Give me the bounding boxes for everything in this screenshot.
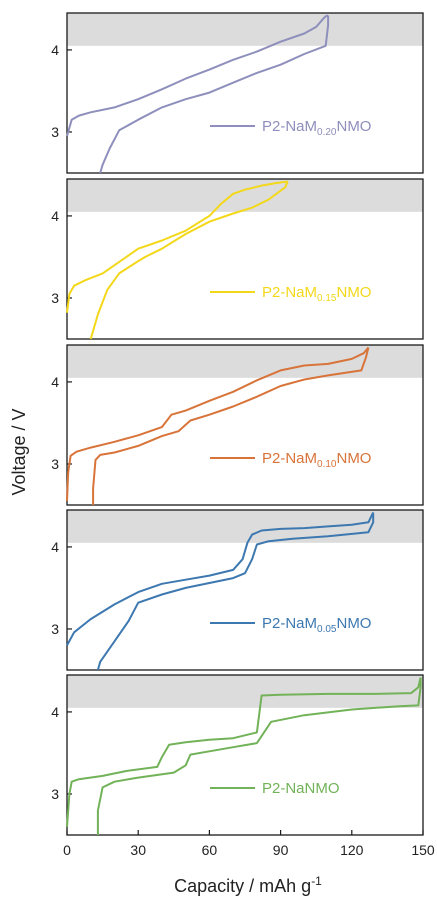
y-axis-label: Voltage / V — [9, 408, 29, 495]
panel-2: 3 4 P2-NaM0.10NMO — [51, 344, 424, 506]
legend-label-tail: NMO — [336, 118, 371, 135]
y-tick-label: 4 — [51, 42, 59, 58]
legend-label: P2-NaM0.05NMO — [262, 615, 371, 635]
x-axis-label: Capacity / mAh g-1 — [174, 874, 322, 896]
charge-curve — [66, 180, 288, 313]
legend-label: P2-NaM0.15NMO — [262, 284, 371, 304]
panel-3: 3 4 P2-NaM0.05NMO — [51, 509, 424, 671]
legend-label-tail: NMO — [336, 615, 371, 632]
legend-label-main: P2-NaM — [262, 615, 317, 632]
legend-label-main: P2-NaM — [262, 284, 317, 301]
y-tick-label: 3 — [51, 621, 59, 637]
x-tick-label: 30 — [130, 842, 146, 858]
panel-frame — [66, 178, 424, 340]
shaded-band — [67, 179, 423, 212]
panel-0: 3 4 P2-NaM0.20NMO — [51, 12, 424, 174]
chart-panels: 34P2-NaM0.20NMO34P2-NaM0.15NMO34P2-NaM0.… — [51, 12, 424, 836]
charge-curve — [66, 14, 329, 137]
charge-curve — [66, 677, 422, 827]
legend-label: P2-NaM0.10NMO — [262, 450, 371, 470]
shaded-band — [67, 510, 423, 543]
legend-label: P2-NaNMO — [262, 780, 340, 797]
discharge-curve — [99, 15, 330, 174]
legend-label-subscript: 0.20 — [317, 127, 337, 138]
x-tick-label: 0 — [63, 842, 71, 858]
legend-label-subscript: 0.15 — [317, 293, 337, 304]
panel-frame — [66, 344, 424, 506]
x-axis-label-main: Capacity / mAh g — [174, 876, 311, 896]
x-tick-label: 60 — [202, 842, 218, 858]
panel-1: 3 4 P2-NaM0.15NMO — [51, 178, 424, 340]
legend-label-subscript: 0.05 — [317, 624, 337, 635]
y-tick-label: 4 — [51, 539, 59, 555]
panel-frame — [66, 12, 424, 174]
y-tick-label: 3 — [51, 124, 59, 140]
y-tick-label: 4 — [51, 208, 59, 224]
legend-label-tail: NMO — [336, 450, 371, 467]
x-tick-label: 150 — [411, 842, 435, 858]
panel-frame — [66, 674, 424, 836]
legend-label-main: P2-NaNMO — [262, 780, 340, 797]
panel-4: 3 4 P2-NaNMO — [51, 674, 424, 836]
y-tick-label: 3 — [51, 290, 59, 306]
legend-label-main: P2-NaM — [262, 450, 317, 467]
y-tick-label: 3 — [51, 456, 59, 472]
y-tick-label: 3 — [51, 786, 59, 802]
legend-label-main: P2-NaM — [262, 118, 317, 135]
x-tick-label: 90 — [273, 842, 289, 858]
charge-curve — [66, 512, 375, 646]
legend-label: P2-NaM0.20NMO — [262, 118, 371, 138]
x-axis-label-superscript: -1 — [311, 874, 322, 888]
discharge-curve — [96, 677, 422, 835]
panel-frame — [66, 509, 424, 671]
y-tick-label: 4 — [51, 704, 59, 720]
shaded-band — [67, 13, 423, 46]
discharge-curve — [92, 347, 370, 505]
x-tick-label: 120 — [340, 842, 364, 858]
legend-label-subscript: 0.10 — [317, 459, 337, 470]
legend-label-tail: NMO — [336, 284, 371, 301]
shaded-band — [67, 345, 423, 378]
y-tick-label: 4 — [51, 374, 59, 390]
discharge-curve — [96, 512, 375, 671]
x-axis: 0 30 60 90 120 150 — [63, 830, 435, 858]
shaded-band — [67, 675, 423, 708]
discharge-curve — [89, 181, 289, 340]
charge-curve — [66, 346, 370, 501]
